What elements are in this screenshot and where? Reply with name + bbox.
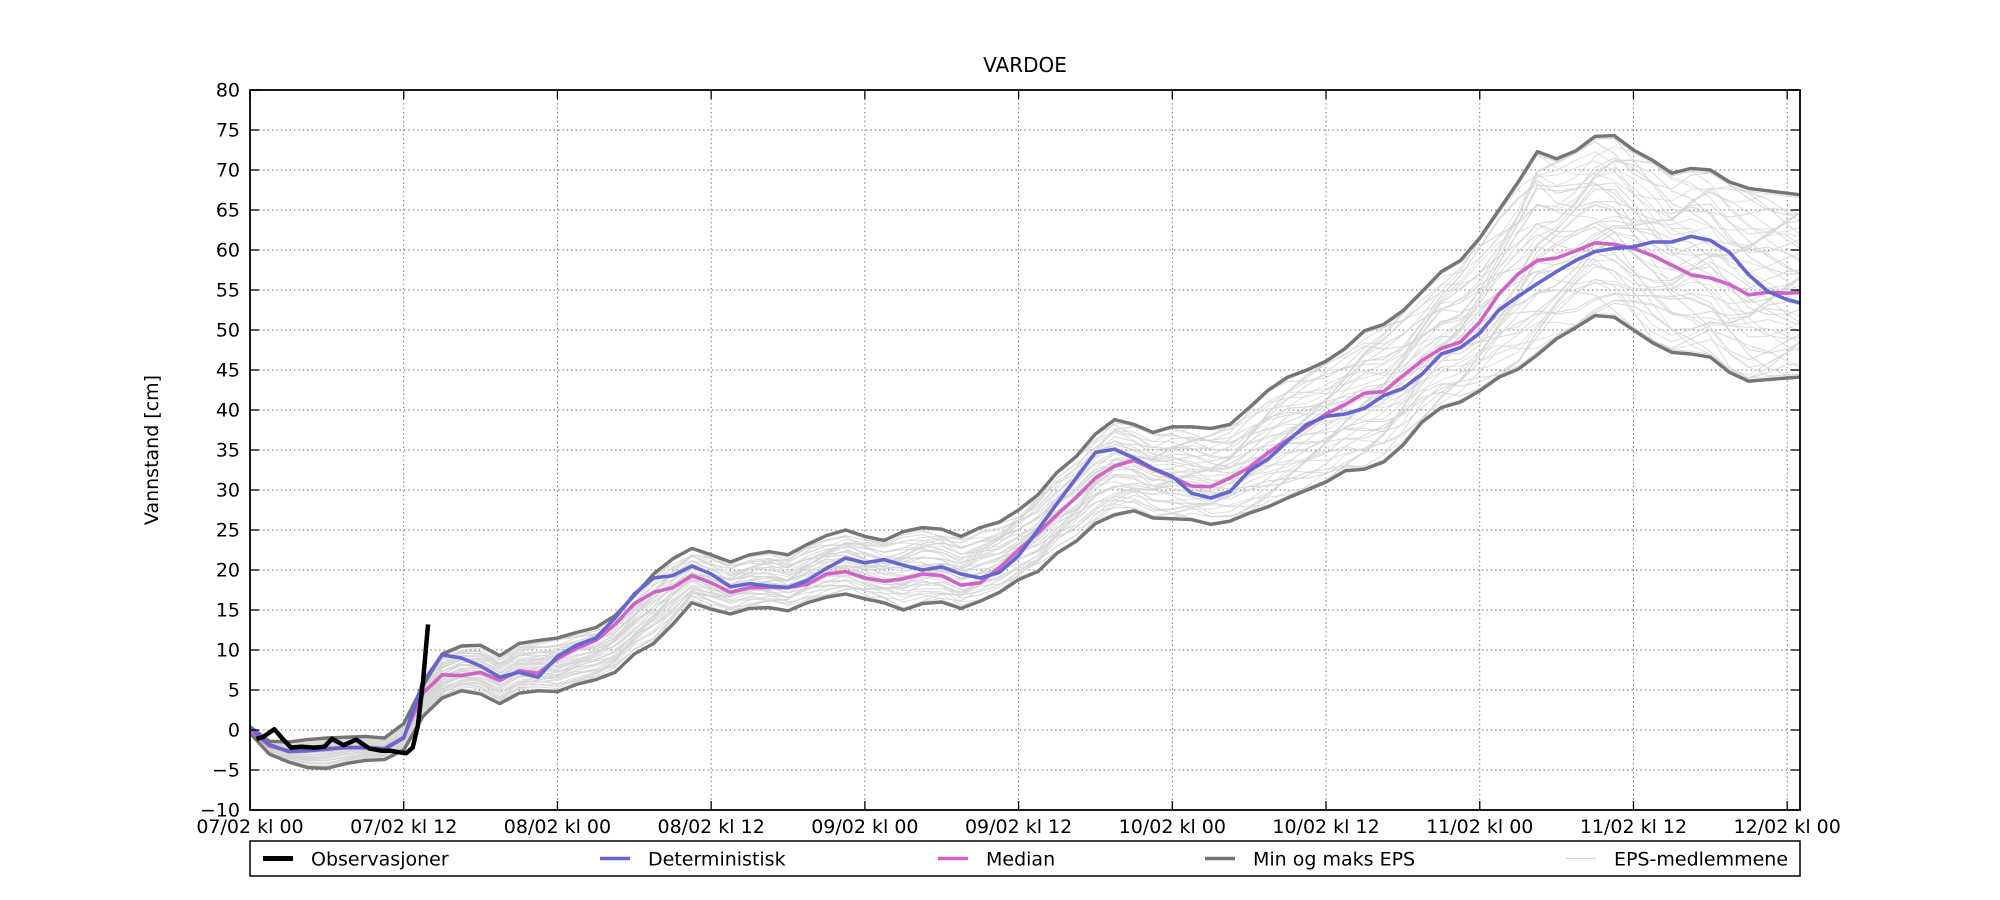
x-tick-label: 11/02 kl 00 bbox=[1426, 816, 1533, 838]
y-axis-label: Vannstand [cm] bbox=[141, 375, 163, 525]
y-tick-label: 30 bbox=[216, 480, 240, 502]
eps-member-line bbox=[250, 225, 1800, 752]
x-tick-label: 08/02 kl 00 bbox=[504, 816, 611, 838]
eps-min-line bbox=[250, 313, 1800, 771]
legend-entry-eps_members: EPS-medlemmene bbox=[1566, 849, 1788, 871]
eps-member-line bbox=[250, 289, 1800, 764]
x-tick-label: 12/02 kl 00 bbox=[1734, 816, 1841, 838]
legend: Observasjoner Deterministisk Median Min og … bbox=[249, 840, 1801, 877]
legend-label: Observasjoner bbox=[311, 849, 449, 871]
eps-member-line bbox=[250, 241, 1800, 762]
grid-layer bbox=[250, 90, 1800, 810]
y-tick-label: 50 bbox=[216, 320, 240, 342]
y-tick-label: −10 bbox=[200, 800, 240, 822]
x-tick-label: 10/02 kl 00 bbox=[1119, 816, 1226, 838]
eps-member-line bbox=[250, 145, 1800, 743]
y-tick-label: 75 bbox=[216, 120, 240, 142]
y-tick-label: 10 bbox=[216, 640, 240, 662]
chart-title: VARDOE bbox=[983, 53, 1067, 77]
x-tick-label: 09/02 kl 00 bbox=[811, 816, 918, 838]
legend-label: Min og maks EPS bbox=[1253, 849, 1415, 871]
x-tick-label: 07/02 kl 00 bbox=[196, 816, 303, 838]
x-tick-label: 08/02 kl 12 bbox=[658, 816, 765, 838]
deterministic-line bbox=[250, 234, 1800, 754]
y-tick-label: 25 bbox=[216, 520, 240, 542]
x-tick-label: 10/02 kl 12 bbox=[1272, 816, 1379, 838]
legend-entry-deterministic: Deterministisk bbox=[600, 849, 786, 871]
eps-max-line bbox=[250, 133, 1800, 744]
observations-line bbox=[255, 624, 431, 756]
eps-member-line bbox=[250, 203, 1800, 751]
legend-entry-observations: Observasjoner bbox=[263, 849, 449, 871]
eps-member-line bbox=[250, 253, 1800, 762]
legend-entry-eps_max: Min og maks EPS bbox=[1205, 849, 1415, 871]
y-tick-label: 15 bbox=[216, 600, 240, 622]
x-tick-label: 09/02 kl 12 bbox=[965, 816, 1072, 838]
tick-label-layer: −10 −5 0 5 10 15 20 25 30 35 40 45 50 55 60 65 70 75 80 07/… bbox=[196, 80, 1840, 839]
y-tick-label: 40 bbox=[216, 400, 240, 422]
eps-member-line bbox=[250, 171, 1800, 748]
eps-member-line bbox=[250, 233, 1800, 755]
y-tick-label: 65 bbox=[216, 200, 240, 222]
eps-member-line bbox=[250, 141, 1800, 744]
eps-member-line bbox=[250, 153, 1800, 746]
y-tick-label: 80 bbox=[216, 80, 240, 102]
y-tick-label: 0 bbox=[228, 720, 240, 742]
x-tick-label: 07/02 kl 12 bbox=[350, 816, 457, 838]
axes-layer bbox=[249, 89, 1801, 811]
eps-member-line bbox=[250, 292, 1800, 764]
y-tick-label: 70 bbox=[216, 160, 240, 182]
y-tick-label: 45 bbox=[216, 360, 240, 382]
median-line bbox=[250, 241, 1800, 753]
series-layer bbox=[250, 133, 1800, 771]
y-tick-label: 5 bbox=[228, 680, 240, 702]
y-tick-label: 55 bbox=[216, 280, 240, 302]
legend-label: Deterministisk bbox=[648, 849, 786, 871]
legend-label: Median bbox=[986, 849, 1055, 871]
legend-entry-median: Median bbox=[938, 849, 1055, 871]
eps-member-line bbox=[250, 302, 1800, 767]
eps-member-line bbox=[250, 151, 1800, 748]
y-tick-label: 35 bbox=[216, 440, 240, 462]
y-tick-label: 20 bbox=[216, 560, 240, 582]
legend-box bbox=[249, 840, 1801, 877]
y-tick-label: 60 bbox=[216, 240, 240, 262]
legend-label: EPS-medlemmene bbox=[1614, 849, 1788, 871]
eps-member-line bbox=[250, 160, 1800, 746]
eps-member-line bbox=[250, 137, 1800, 746]
y-tick-label: −5 bbox=[212, 760, 240, 782]
eps-member-line bbox=[250, 215, 1800, 749]
x-tick-label: 11/02 kl 12 bbox=[1580, 816, 1687, 838]
eps-member-line bbox=[250, 293, 1800, 761]
